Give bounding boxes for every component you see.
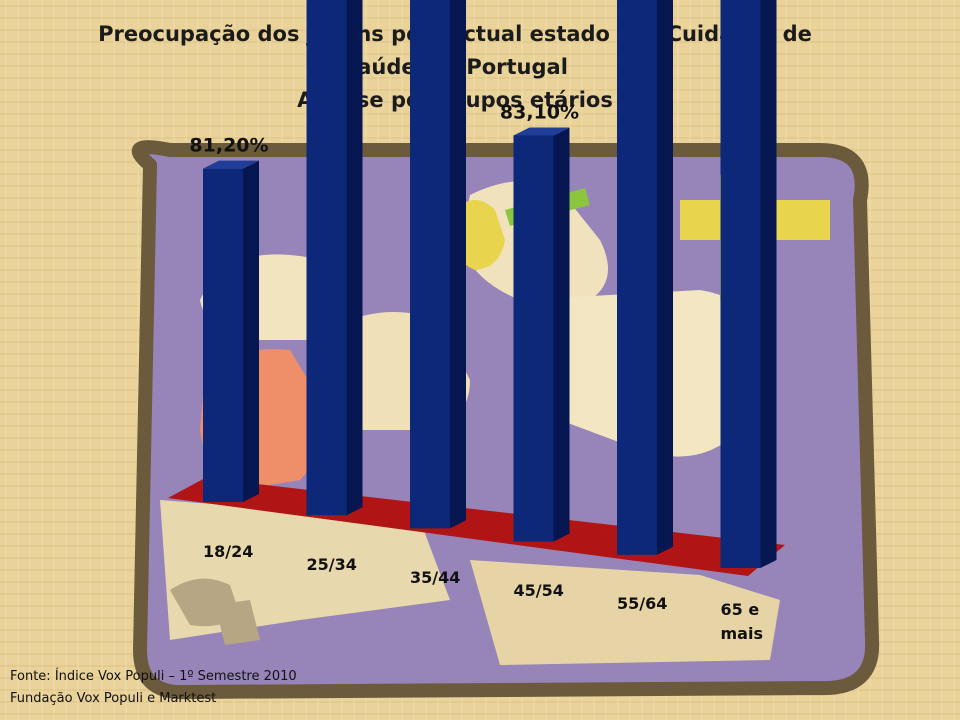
bar — [306, 0, 363, 516]
bar-front — [617, 0, 657, 555]
bar-side — [657, 0, 673, 555]
chart-floor — [168, 478, 785, 576]
bar — [513, 127, 570, 542]
category-label: 35/44 — [410, 568, 460, 587]
category-label: 65 e — [721, 600, 760, 619]
category-label: 55/64 — [617, 594, 667, 613]
bar-top — [513, 127, 570, 136]
data-label: 81,20% — [189, 135, 268, 157]
bar — [203, 160, 259, 502]
source-line-1: Fonte: Índice Vox Populi – 1º Semestre 2… — [10, 669, 297, 684]
bar-side — [553, 127, 570, 542]
source-line-2: Fundação Vox Populi e Marktest — [10, 691, 217, 706]
bar-side — [346, 0, 363, 516]
category-label: mais — [721, 624, 763, 643]
bar-front — [720, 0, 761, 569]
bar-front — [513, 135, 554, 542]
bar-front — [306, 0, 347, 516]
source-note: Fonte: Índice Vox Populi – 1º Semestre 2… — [10, 666, 297, 710]
bar — [617, 0, 673, 555]
category-label: 18/24 — [203, 542, 253, 561]
bar-top — [203, 160, 259, 169]
category-label: 45/54 — [514, 581, 564, 600]
bar-front — [410, 0, 450, 529]
bar — [410, 0, 466, 529]
bar-side — [450, 0, 466, 529]
bar-side — [243, 160, 259, 502]
bar-side — [760, 0, 777, 568]
bar-front — [203, 168, 243, 502]
bar — [720, 0, 777, 569]
category-label: 25/34 — [307, 555, 357, 574]
data-label: 83,10% — [500, 101, 579, 123]
